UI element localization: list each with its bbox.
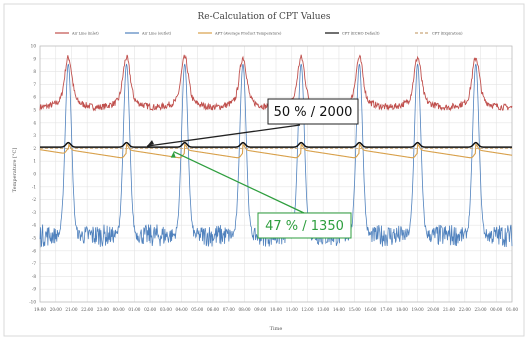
x-tick-label: 00:00 [113,307,125,312]
x-tick-label: 21:00 [443,307,455,312]
x-tick-label: 04:00 [176,307,188,312]
x-tick-label: 15:00 [349,307,361,312]
chart-title: Re-Calculation of CPT Values [197,12,330,22]
callout-text: 50 % / 2000 [274,105,353,120]
legend-item: CPT (Expiration) [415,32,463,36]
y-tick-label: 8 [33,69,36,74]
x-tick-label: 22:00 [459,307,471,312]
x-tick-label: 22:00 [81,307,93,312]
x-tick-label: 12:00 [301,307,313,312]
y-tick-label: -9 [32,287,36,292]
x-tick-label: 19:00 [412,307,424,312]
callout-box [267,98,359,125]
grid [39,45,513,303]
x-tick-label: 07:00 [223,307,235,312]
y-tick-label: -3 [32,210,36,215]
x-tick-label: 01:00 [128,307,140,312]
legend-item: APT (Average Product Temperature) [198,32,282,36]
y-tick-label: -1 [32,184,36,189]
x-tick-label: 01:00 [506,307,518,312]
y-tick-label: -8 [32,274,36,279]
x-axis-label: Time [270,326,283,332]
callout-arrow-line [173,151,305,214]
y-tick-label: 7 [33,82,36,87]
x-tick-label: 17:00 [380,307,392,312]
y-tick-label: 4 [33,120,36,125]
callout-arrow-head [146,140,154,147]
x-tick-label: 06:00 [207,307,219,312]
x-tick-label: 08:00 [238,307,250,312]
y-tick-label: -7 [32,261,36,266]
legend-label: CPT (ECHO Default) [342,32,380,36]
legend-item: Air Line (inlet) [55,32,99,36]
legend-item: Air Line (outlet) [125,32,172,36]
x-tick-label: 13:00 [317,307,329,312]
x-tick-label: 00:00 [490,307,502,312]
y-tick-label: 1 [33,159,36,164]
callout-box [257,212,352,239]
legend-label: Air Line (outlet) [141,32,172,36]
x-tick-label: 09:00 [254,307,266,312]
y-tick-label: 0 [33,172,36,177]
x-tick-label: 02:00 [144,307,156,312]
legend-item: CPT (ECHO Default) [325,32,380,36]
legend: Air Line (inlet) Air Line (outlet) APT (Av… [55,32,463,36]
y-tick-label: -10 [29,300,36,305]
y-tick-label: 5 [33,108,36,113]
legend-label: CPT (Expiration) [432,32,463,36]
y-axis-label: Temperature [°C] [12,148,18,193]
x-tick-label: 23:00 [97,307,109,312]
x-tick-label: 21:00 [65,307,77,312]
x-tick-label: 20:00 [427,307,439,312]
y-tick-label: 2 [33,146,36,151]
x-tick-label: 05:00 [191,307,203,312]
x-tick-label: 23:00 [474,307,486,312]
x-tick-label: 18:00 [396,307,408,312]
callout-arrow-head [170,151,176,158]
plot-area [39,45,513,303]
legend-label: Air Line (inlet) [71,32,99,36]
legend-label: APT (Average Product Temperature) [214,32,282,36]
x-tick-label: 11:00 [286,307,298,312]
y-tick-label: -2 [32,197,36,202]
x-tick-label: 10:00 [270,307,282,312]
y-tick-label: 9 [33,56,36,61]
y-tick-label: 10 [31,44,37,49]
y-tick-label: -4 [32,223,36,228]
x-tick-label: 20:00 [50,307,62,312]
callout-apt: 47 % / 1350 [170,151,352,239]
callout-text: 47 % / 1350 [265,219,344,234]
x-tick-label: 16:00 [364,307,376,312]
x-tick-label: 03:00 [160,307,172,312]
x-tick-label: 14:00 [333,307,345,312]
chart-frame [3,3,525,337]
y-tick-label: -5 [32,236,36,241]
callout-cpt-default: 50 % / 2000 [146,98,359,147]
annotations: 50 % / 2000 47 % / 1350 [146,98,359,239]
callout-arrow-line [146,124,301,147]
series-line-apt [39,143,513,159]
y-tick-label: 6 [33,95,36,100]
series-line-cpt-default [40,141,512,148]
x-tick-label: 19:00 [34,307,46,312]
y-tick-label: 3 [33,133,36,138]
y-tick-label: -6 [32,248,36,253]
x-ticks: 19:00 20:00 21:00 22:00 23:00 00:00 01:00 02:00… [34,307,518,312]
